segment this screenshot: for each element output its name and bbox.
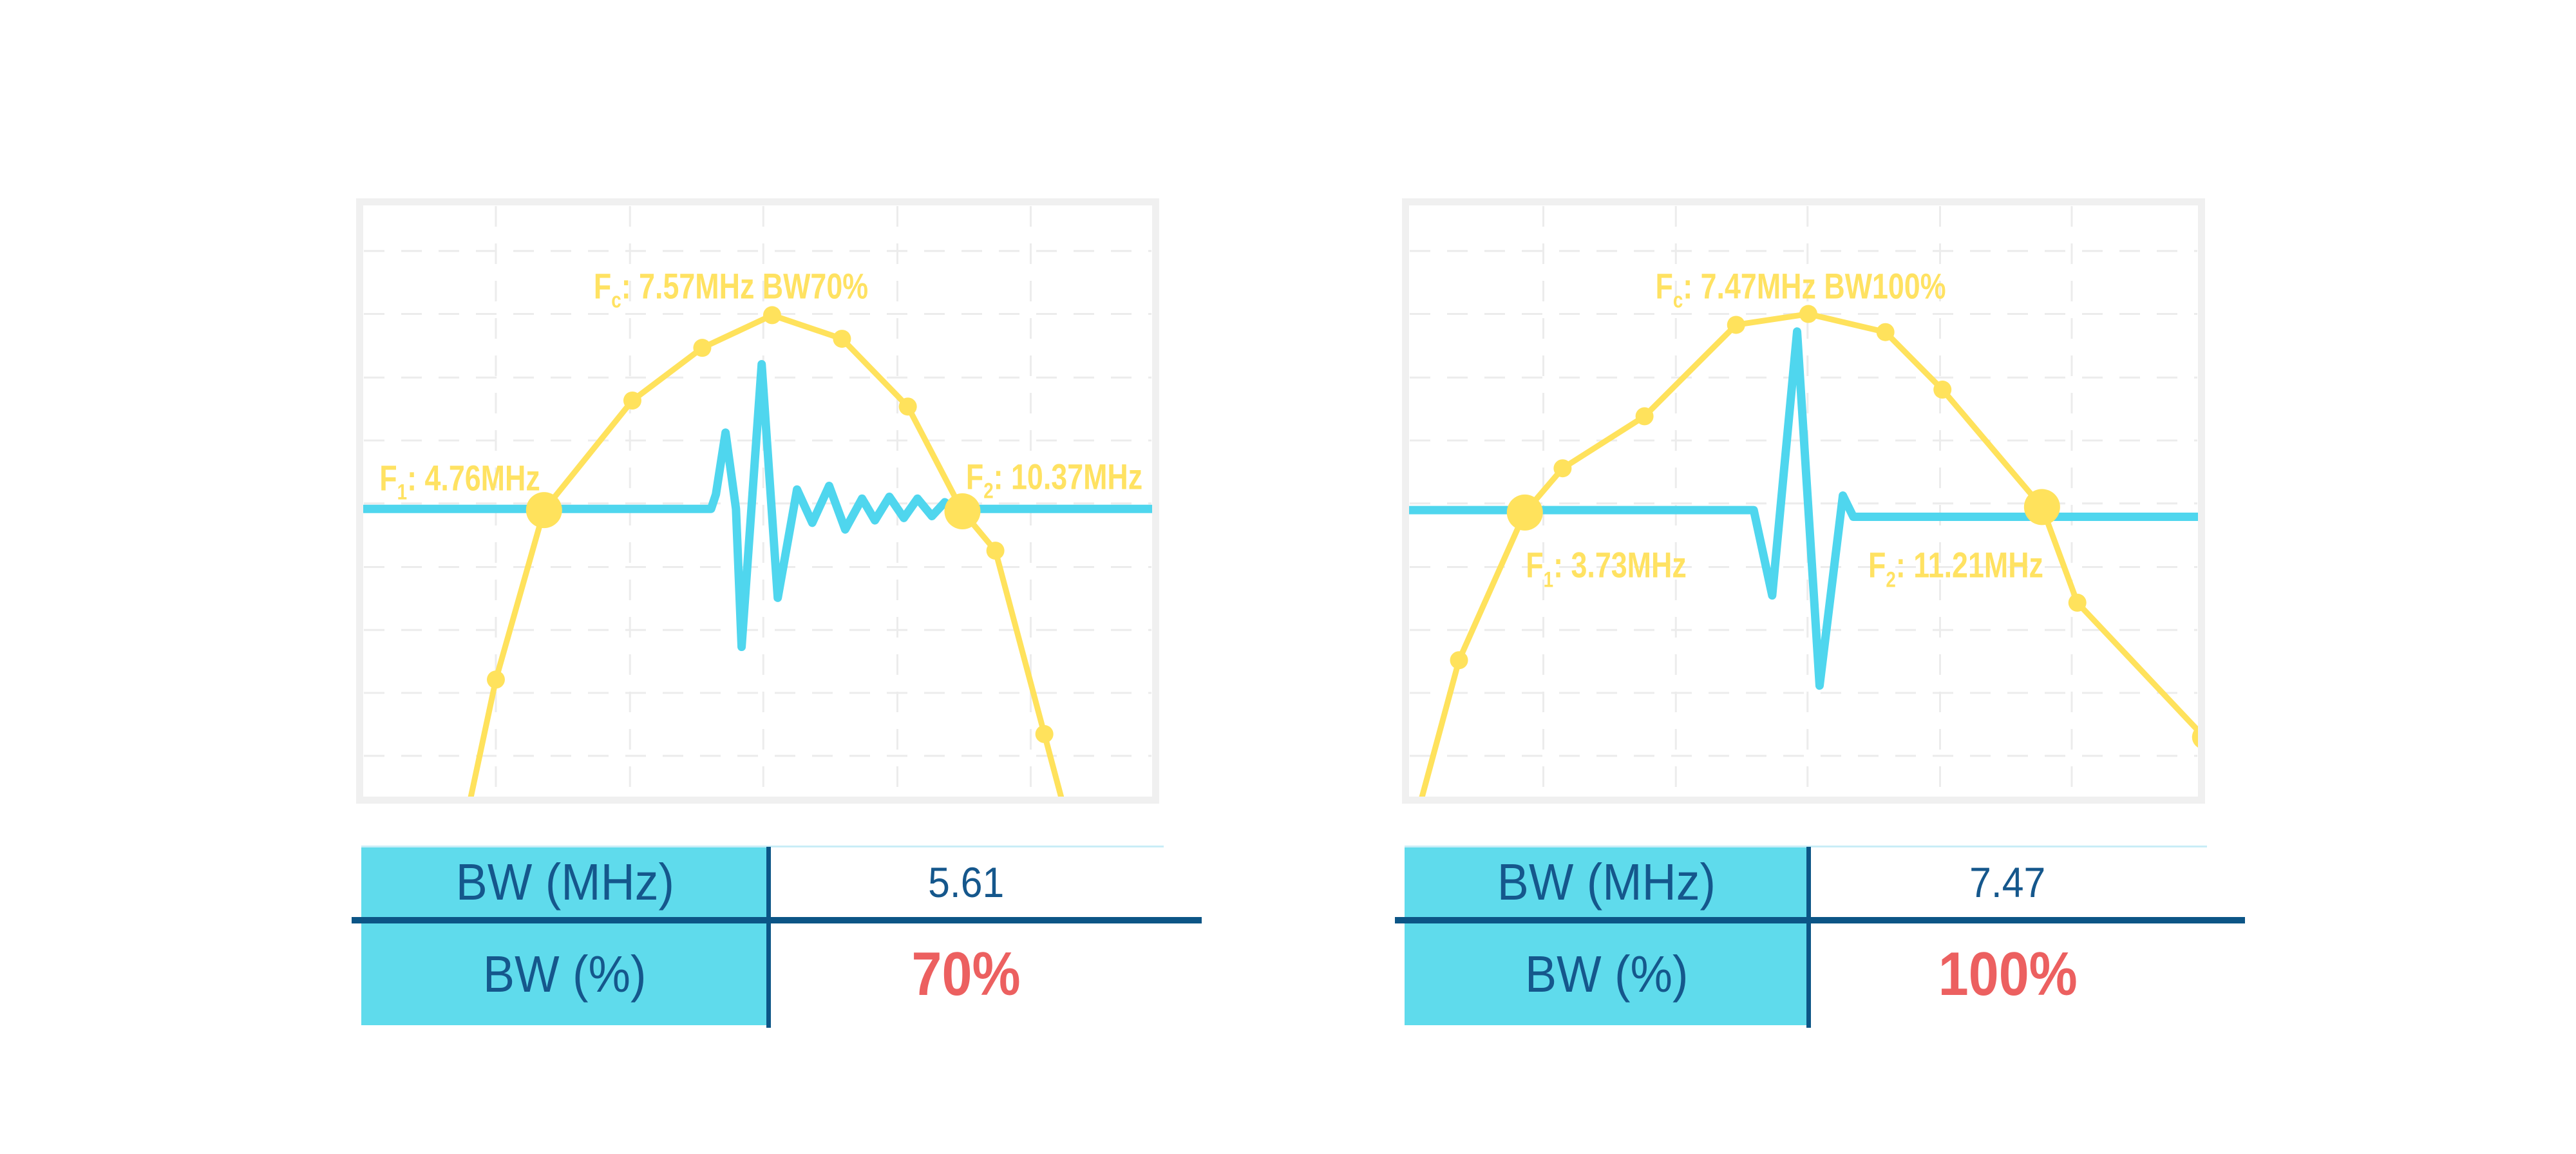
fc-label-sub: c	[611, 288, 622, 313]
fc-label-f: F	[1654, 265, 1673, 307]
bw-mhz-value: 5.61	[927, 858, 1005, 906]
f2-label-sub: 2	[983, 478, 994, 504]
table-top-border	[361, 846, 1164, 847]
fc-annotation: Fc: 7.47MHz BW100%	[1655, 265, 1946, 312]
bw-mhz-header-cell: BW (MHz)	[1405, 847, 1808, 917]
bw-pct-value-cell: 70%	[768, 923, 1164, 1025]
f1-label-sub: 1	[1543, 567, 1553, 592]
table-row: BW (MHz) 7.47	[1405, 847, 2207, 917]
chart-area-100pct: Fc: 7.47MHz BW100% F1: 3.73MHz F2: 11.21…	[1402, 198, 2205, 804]
bw-mhz-label: BW (MHz)	[455, 853, 674, 911]
bw-mhz-label: BW (MHz)	[1497, 853, 1716, 911]
f1-label-value: : 3.73MHz	[1553, 544, 1687, 585]
bw-pct-label: BW (%)	[483, 945, 647, 1003]
f1-label-f: F	[1526, 544, 1544, 585]
bw-pct-header-cell: BW (%)	[1405, 923, 1808, 1025]
f1-label-value: : 4.76MHz	[406, 457, 540, 498]
f1-annotation: F1: 4.76MHz	[379, 457, 540, 504]
bw-pct-value: 100%	[1938, 940, 2078, 1008]
bw-table-100pct: BW (MHz) 7.47 BW (%) 100%	[1395, 846, 2245, 1028]
bw-mhz-value-cell: 5.61	[768, 847, 1164, 917]
table-row: BW (%) 70%	[361, 923, 1164, 1025]
bw-pct-value: 70%	[911, 940, 1021, 1008]
fc-label-sub: c	[1672, 288, 1683, 313]
table-top-border	[1405, 846, 2207, 847]
fc-label-f: F	[594, 265, 612, 307]
f2-annotation: F2: 11.21MHz	[1868, 544, 2044, 592]
fc-label-value: : 7.57MHz BW70%	[621, 265, 869, 307]
bw-pct-value-cell: 100%	[1808, 923, 2207, 1025]
bw-mhz-value: 7.47	[1969, 858, 2046, 906]
f2-annotation: F2: 10.37MHz	[965, 456, 1142, 504]
table-row: BW (%) 100%	[1405, 923, 2207, 1025]
table-column-divider	[766, 847, 771, 1028]
f1-annotation: F1: 3.73MHz	[1526, 544, 1687, 592]
bw-pct-header-cell: BW (%)	[361, 923, 768, 1025]
bw-pct-label: BW (%)	[1524, 945, 1689, 1003]
table-row: BW (MHz) 5.61	[361, 847, 1164, 917]
fc-annotation: Fc: 7.57MHz BW70%	[594, 265, 868, 312]
spectrum-plot-100pct	[1402, 198, 2205, 804]
bw-mhz-header-cell: BW (MHz)	[361, 847, 768, 917]
table-row-divider	[352, 917, 1202, 923]
spectrum-plot-70pct	[356, 198, 1159, 804]
bw-table-70pct: BW (MHz) 5.61 BW (%) 70%	[352, 846, 1202, 1028]
f2-label-f: F	[1868, 544, 1886, 585]
table-column-divider	[1806, 847, 1811, 1028]
f2-label-value: : 11.21MHz	[1896, 544, 2044, 585]
f2-label-f: F	[965, 456, 983, 497]
f1-label-sub: 1	[397, 480, 407, 505]
bw-mhz-value-cell: 7.47	[1808, 847, 2207, 917]
f2-label-sub: 2	[1886, 567, 1897, 592]
fc-label-value: : 7.47MHz BW100%	[1682, 265, 1946, 307]
chart-area-70pct: Fc: 7.57MHz BW70% F1: 4.76MHz F2: 10.37M…	[356, 198, 1159, 804]
f2-label-value: : 10.37MHz	[993, 456, 1142, 497]
f1-label-f: F	[379, 457, 397, 498]
table-row-divider	[1395, 917, 2245, 923]
